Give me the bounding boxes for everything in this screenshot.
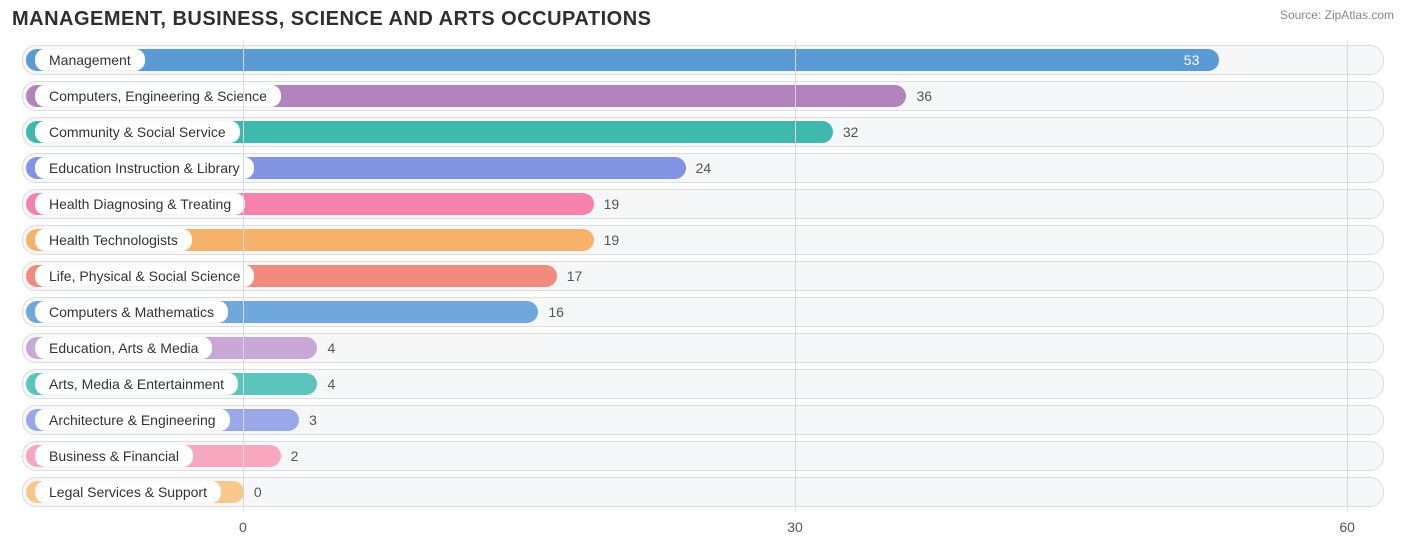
bar-value: 4 [327,376,335,392]
bar-value: 53 [1184,52,1200,68]
bar-value: 4 [327,340,335,356]
bar-row: Education Instruction & Library 24 [22,153,1384,183]
bar-label: Legal Services & Support [35,481,221,503]
source-site: ZipAtlas.com [1325,8,1394,22]
bar-label: Education Instruction & Library [35,157,254,179]
bar-value: 16 [548,304,564,320]
bar-label: Architecture & Engineering [35,409,230,431]
gridline [1347,41,1348,511]
gridline [795,41,796,511]
bar-label: Computers, Engineering & Science [35,85,281,107]
bar-fill [26,49,1219,71]
chart-area: Management 53 Computers, Engineering & Sci… [12,41,1394,541]
bar-row: Architecture & Engineering 3 [22,405,1384,435]
bar-value: 19 [604,232,620,248]
x-tick-label: 60 [1339,519,1355,535]
x-tick-label: 0 [239,519,247,535]
bar-row: Legal Services & Support 0 [22,477,1384,507]
bar-row: Life, Physical & Social Science 17 [22,261,1384,291]
chart-title: MANAGEMENT, BUSINESS, SCIENCE AND ARTS O… [12,8,651,31]
chart-header: MANAGEMENT, BUSINESS, SCIENCE AND ARTS O… [12,8,1394,31]
gridline [243,41,244,511]
x-tick-label: 30 [787,519,803,535]
bar-row: Community & Social Service 32 [22,117,1384,147]
bar-value: 0 [254,484,262,500]
bar-row: Health Technologists 19 [22,225,1384,255]
chart-plot: Management 53 Computers, Engineering & Sci… [22,41,1384,511]
bar-label: Business & Financial [35,445,193,467]
bar-row: Computers & Mathematics 16 [22,297,1384,327]
bar-row: Management 53 [22,45,1384,75]
bar-row: Education, Arts & Media 4 [22,333,1384,363]
bar-label: Education, Arts & Media [35,337,212,359]
bar-value: 17 [567,268,583,284]
source-label: Source: [1280,8,1321,22]
bar-label: Computers & Mathematics [35,301,228,323]
bar-label: Health Diagnosing & Treating [35,193,245,215]
bar-row: Business & Financial 2 [22,441,1384,471]
bar-value: 32 [843,124,859,140]
bar-value: 2 [291,448,299,464]
bar-label: Life, Physical & Social Science [35,265,254,287]
bar-value: 36 [916,88,932,104]
bar-row: Computers, Engineering & Science 36 [22,81,1384,111]
bar-label: Management [35,49,145,71]
bar-value: 19 [604,196,620,212]
bar-value: 3 [309,412,317,428]
bar-row: Health Diagnosing & Treating 19 [22,189,1384,219]
bar-row: Arts, Media & Entertainment 4 [22,369,1384,399]
bar-value: 24 [696,160,712,176]
bars-container: Management 53 Computers, Engineering & Sci… [22,45,1384,507]
bar-label: Arts, Media & Entertainment [35,373,238,395]
chart-source: Source: ZipAtlas.com [1280,8,1394,22]
bar-label: Health Technologists [35,229,192,251]
bar-label: Community & Social Service [35,121,240,143]
